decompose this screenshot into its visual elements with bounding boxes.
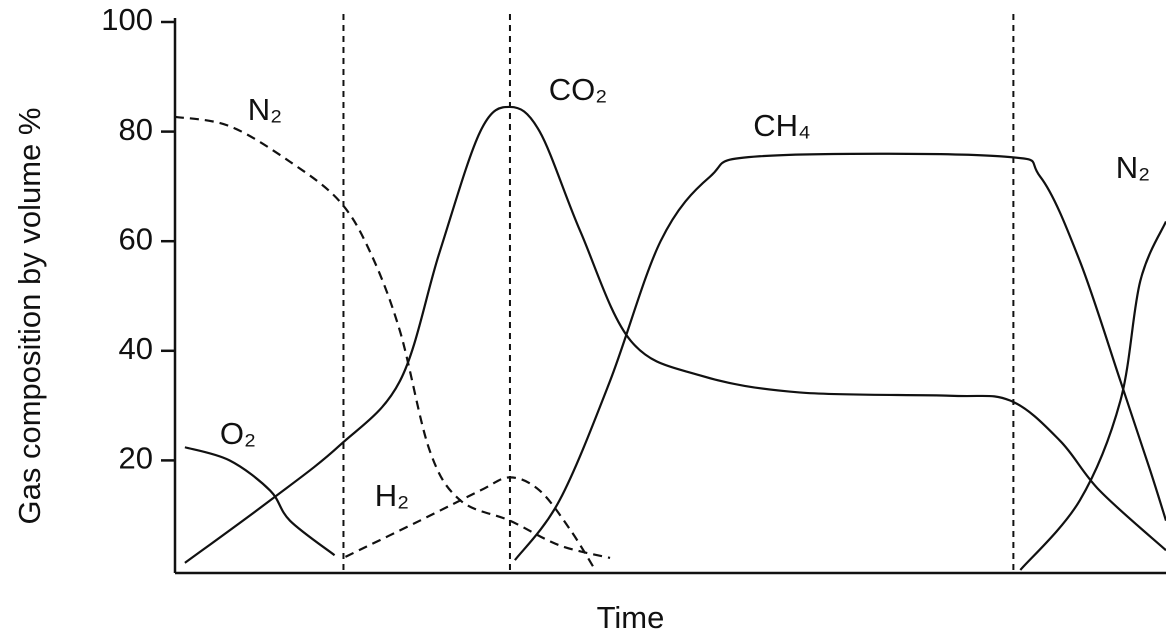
x-axis-title: Time [597,600,665,635]
series-label: O₂ [220,416,256,451]
y-axis-title: Gas composition by volume % [12,108,47,525]
y-tick-label: 60 [119,221,153,256]
series-label: N₂ [248,92,282,127]
series-label: H₂ [375,478,409,513]
series-label: CH₄ [753,108,810,143]
y-tick-label: 40 [119,331,153,366]
series-line [514,152,1166,561]
series-label: N₂ [1116,150,1150,185]
series-line [184,105,1166,564]
series-line [344,476,597,571]
series-line [174,115,611,560]
y-tick-label: 20 [119,441,153,476]
series-line [184,446,336,557]
series-line [1019,221,1166,571]
y-tick-label: 100 [101,2,153,37]
y-tick-label: 80 [119,112,153,147]
series-label: CO₂ [549,72,608,107]
